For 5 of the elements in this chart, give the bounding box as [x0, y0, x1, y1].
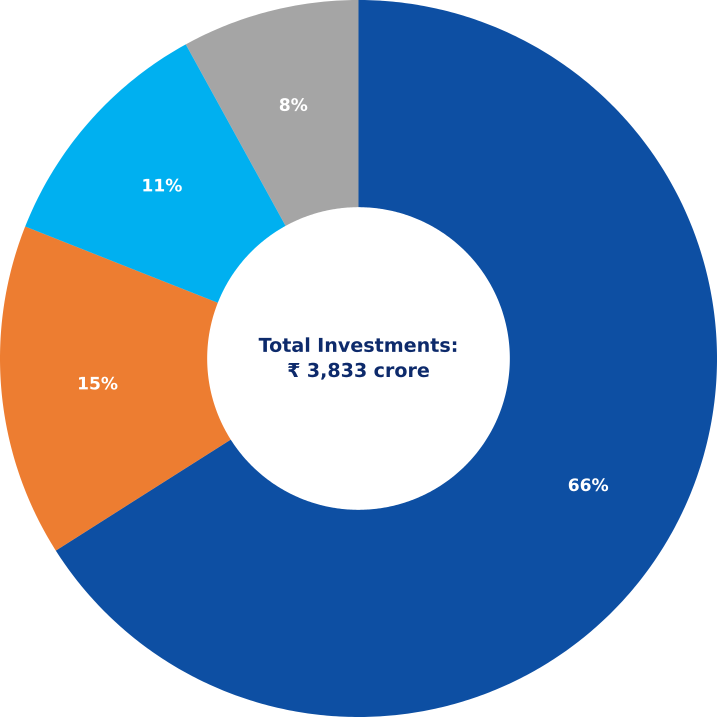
data-label: 66%: [568, 478, 608, 492]
data-label: 11%: [143, 178, 182, 192]
data-label: 15%: [79, 376, 118, 390]
data-label: 8%: [280, 98, 308, 112]
text: Total Investments: ₹ 3,833 crore: [258, 337, 456, 380]
